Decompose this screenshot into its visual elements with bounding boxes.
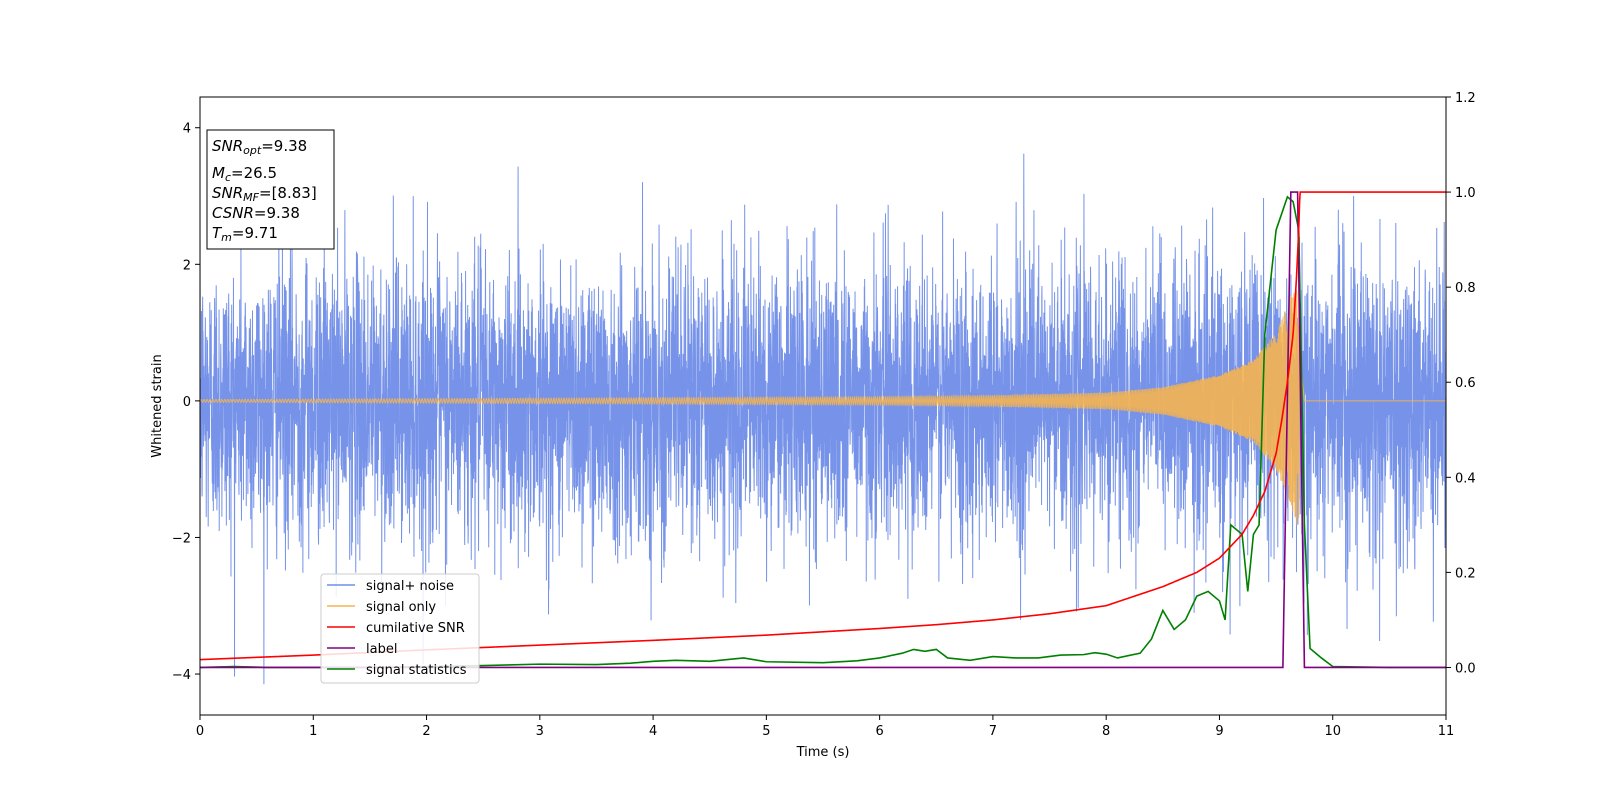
- info-mc: Mc=26.5: [212, 164, 277, 184]
- x-tick-label: 8: [1102, 724, 1110, 739]
- y-axis-right: 0.0 0.2 0.4 0.6 0.8 1.0 1.2: [1446, 91, 1476, 676]
- y-axis-title: Whitened strain: [150, 354, 165, 457]
- y-right-tick-label: 0.0: [1455, 661, 1476, 676]
- x-tick-label: 3: [536, 724, 544, 739]
- series-signal-only-line: [200, 279, 1446, 525]
- y-right-tick-label: 1.0: [1455, 186, 1476, 201]
- legend-label-statistics: signal statistics: [366, 663, 467, 678]
- y-right-tick-label: 0.4: [1455, 471, 1476, 486]
- y-right-tick-label: 1.2: [1455, 91, 1476, 106]
- info-tm-value: =9.71: [232, 224, 278, 242]
- series-label-line: [200, 191, 1446, 669]
- series-signal-statistics-line: [200, 195, 1446, 669]
- y-axis-left: −4 −2 0 2 4: [172, 122, 200, 683]
- legend-label-noise: signal+ noise: [366, 579, 454, 594]
- info-snr-opt-value: =9.38: [261, 137, 307, 155]
- legend-label-cumulative-snr: cumilative SNR: [366, 621, 465, 636]
- info-csnr-base: CSNR: [212, 204, 254, 222]
- y-left-tick-label: −2: [172, 531, 191, 546]
- y-left-tick-label: 4: [183, 122, 191, 137]
- x-axis: 0 1 2 3 4 5 6 7 8 9 10 11: [196, 715, 1454, 739]
- y-right-tick-label: 0.8: [1455, 281, 1476, 296]
- legend-label-signal: signal only: [366, 600, 436, 615]
- x-tick-label: 0: [196, 724, 204, 739]
- x-axis-title: Time (s): [796, 745, 850, 760]
- x-tick-label: 6: [875, 724, 883, 739]
- x-tick-label: 10: [1324, 724, 1341, 739]
- y-left-tick-label: −4: [172, 668, 191, 683]
- series-layer: [200, 153, 1446, 685]
- x-tick-label: 1: [309, 724, 317, 739]
- info-csnr-value: =9.38: [254, 204, 300, 222]
- info-tm: Tm=9.71: [212, 224, 278, 244]
- info-box: SNRopt=9.38 Mc=26.5 SNRMF=[8.83] CSNR=9.…: [206, 129, 335, 250]
- info-mc-value: =26.5: [231, 164, 277, 182]
- info-snr-mf-value: =[8.83]: [259, 184, 317, 202]
- x-tick-label: 9: [1215, 724, 1223, 739]
- info-tm-sub: m: [221, 231, 232, 244]
- y-left-tick-label: 0: [183, 395, 191, 410]
- info-snr-mf: SNRMF=[8.83]: [212, 184, 317, 204]
- x-tick-label: 7: [989, 724, 997, 739]
- info-tm-base: T: [212, 224, 223, 242]
- legend: signal+ noise signal only cumilative SNR…: [320, 573, 480, 684]
- legend-frame: [320, 573, 480, 684]
- info-snr-mf-base: SNR: [212, 184, 243, 202]
- info-snr-mf-sub: MF: [243, 191, 259, 204]
- y-right-tick-label: 0.6: [1455, 376, 1476, 391]
- info-mc-base: M: [212, 164, 225, 182]
- info-mc-sub: c: [225, 171, 231, 184]
- x-tick-label: 4: [649, 724, 657, 739]
- info-snr-opt-base: SNR: [212, 137, 243, 155]
- x-tick-label: 11: [1438, 724, 1455, 739]
- info-snr-opt-sub: opt: [243, 144, 262, 157]
- info-csnr: CSNR=9.38: [212, 204, 300, 222]
- plot-frame: [199, 96, 1447, 716]
- info-box-frame: [206, 129, 335, 250]
- legend-label-label: label: [366, 642, 397, 657]
- y-right-tick-label: 0.2: [1455, 566, 1476, 581]
- x-tick-label: 5: [762, 724, 770, 739]
- plot-area: [199, 96, 1447, 716]
- y-left-tick-label: 2: [183, 258, 191, 273]
- info-snr-opt: SNRopt=9.38: [212, 137, 307, 157]
- x-tick-label: 2: [422, 724, 430, 739]
